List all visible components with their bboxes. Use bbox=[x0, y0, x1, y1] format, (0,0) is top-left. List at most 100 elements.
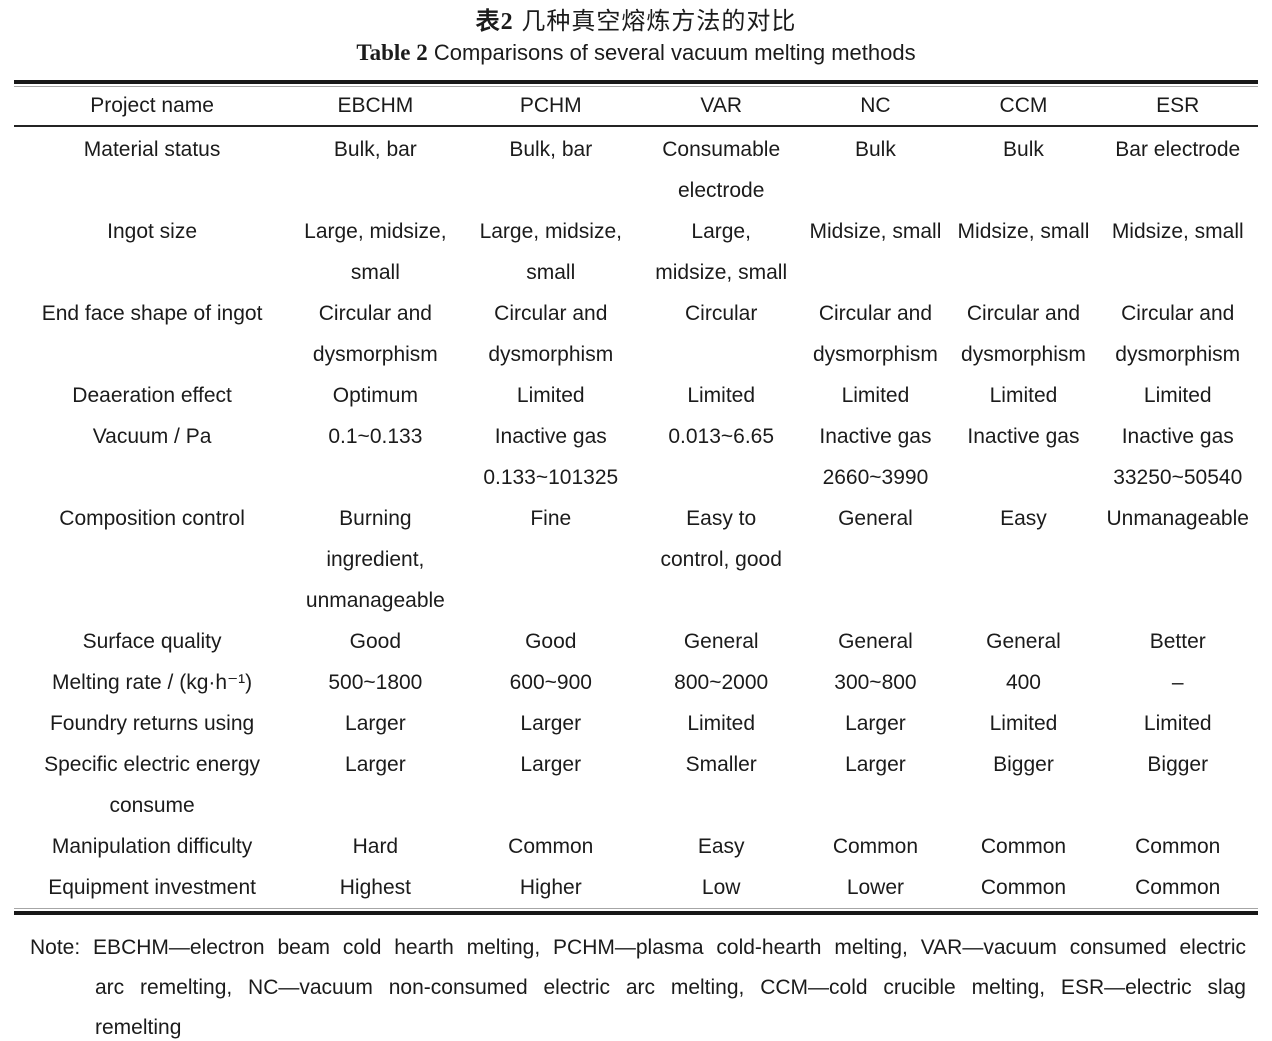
table-cell: Larger bbox=[520, 753, 582, 776]
table-cell: Larger bbox=[845, 712, 906, 735]
table-cell: 0.1~0.133 bbox=[328, 425, 423, 448]
table-cell: 600~900 bbox=[509, 671, 592, 694]
table-cell: Inactive gas 33250~50540 bbox=[1113, 425, 1243, 489]
table-row: End face shape of ingot Circular and dysm… bbox=[14, 293, 1258, 375]
table-body: Material status Bulk, bar Bulk, bar Consuma… bbox=[14, 126, 1258, 908]
table-title-english: Table 2 Comparisons of several vacuum me… bbox=[14, 38, 1258, 67]
table-cell: Inactive gas 2660~3990 bbox=[819, 425, 932, 489]
table-cell: Common bbox=[980, 835, 1067, 858]
table-cell: Higher bbox=[519, 876, 582, 899]
note-line-3: remelting bbox=[95, 1016, 182, 1039]
table-cell: Larger bbox=[520, 712, 582, 735]
vacuum-melting-comparison-table: Project name EBCHM PCHM VAR NC CCM ESR Materia… bbox=[14, 87, 1258, 908]
table-cell: Highest bbox=[339, 876, 411, 899]
table-cell: Limited bbox=[1143, 384, 1212, 407]
row-label: Ingot size bbox=[107, 220, 198, 243]
table-cell: Limited bbox=[687, 712, 756, 735]
table-cell: Limited bbox=[1143, 712, 1212, 735]
table-cell: Hard bbox=[352, 835, 399, 858]
table-cell: Easy to control, good bbox=[660, 507, 782, 571]
table-cell: Midsize, small bbox=[957, 220, 1090, 243]
table-cell: Midsize, small bbox=[809, 220, 942, 243]
table-top-rule bbox=[14, 80, 1258, 87]
table-cell: Limited bbox=[687, 384, 756, 407]
table-row: Deaeration effect Optimum Limited Limited Li… bbox=[14, 375, 1258, 416]
table-cell: Optimum bbox=[332, 384, 418, 407]
table-cell: Common bbox=[1135, 876, 1221, 899]
row-label: Vacuum / Pa bbox=[92, 425, 212, 448]
column-header-nc: NC bbox=[801, 87, 950, 127]
table-row: Manipulation difficulty Hard Common Easy Com… bbox=[14, 826, 1258, 867]
row-label: Melting rate / (kg·h⁻¹) bbox=[52, 671, 253, 694]
column-header-esr: ESR bbox=[1097, 87, 1258, 127]
table-cell: Large, midsize, small bbox=[655, 220, 788, 284]
table-cell: General bbox=[838, 630, 913, 653]
table-cell: Fine bbox=[530, 507, 572, 530]
table-row: Vacuum / Pa 0.1~0.133 Inactive gas 0.133~1… bbox=[14, 416, 1258, 498]
table-header: Project name EBCHM PCHM VAR NC CCM ESR bbox=[14, 87, 1258, 127]
table-cell: Common bbox=[980, 876, 1067, 899]
table-cell: 500~1800 bbox=[328, 671, 423, 694]
table-cell: – bbox=[1171, 671, 1184, 694]
table-cell: Circular and dysmorphism bbox=[1115, 302, 1241, 366]
table-cell: 0.013~6.65 bbox=[668, 425, 775, 448]
row-label: Equipment investment bbox=[48, 876, 256, 899]
table-row: Material status Bulk, bar Bulk, bar Consuma… bbox=[14, 126, 1258, 211]
column-header-project-name: Project name bbox=[14, 87, 291, 127]
table-cell: General bbox=[986, 630, 1061, 653]
table-cell: Easy bbox=[697, 835, 745, 858]
table-cell: Larger bbox=[345, 753, 406, 776]
note-line-1: Note: EBCHM—electron beam cold hearth me… bbox=[30, 936, 1246, 959]
row-label: Composition control bbox=[59, 507, 245, 530]
table-cell: Burning ingredient, unmanageable bbox=[305, 507, 445, 612]
table-cell: Bulk, bar bbox=[333, 138, 417, 161]
table-cell: Bigger bbox=[1147, 753, 1209, 776]
table-cell: Larger bbox=[345, 712, 406, 735]
table-number-en: Table 2 bbox=[356, 40, 428, 65]
table-cell: Circular and dysmorphism bbox=[488, 302, 614, 366]
row-label: Foundry returns using bbox=[49, 712, 255, 735]
table-note: Note: EBCHM—electron beam cold hearth me… bbox=[14, 928, 1258, 1041]
table-cell: Limited bbox=[841, 384, 910, 407]
table-row: Equipment investment Highest Higher Low Lowe… bbox=[14, 867, 1258, 908]
table-cell: Inactive gas bbox=[967, 425, 1080, 448]
table-cell: Circular bbox=[685, 302, 758, 325]
table-cell: Limited bbox=[516, 384, 585, 407]
table-cell: Easy bbox=[1000, 507, 1047, 530]
table-cell: General bbox=[683, 630, 759, 653]
table-title-zh-text: 几种真空熔炼方法的对比 bbox=[513, 8, 797, 35]
table-cell: Common bbox=[832, 835, 919, 858]
table-cell: Common bbox=[1135, 835, 1221, 858]
row-label: Specific electric energy consume bbox=[44, 753, 261, 817]
column-header-var: VAR bbox=[640, 87, 802, 127]
table-header-row: Project name EBCHM PCHM VAR NC CCM ESR bbox=[14, 87, 1258, 127]
table-cell: Bulk, bar bbox=[509, 138, 593, 161]
table-row: Foundry returns using Larger Larger Limited… bbox=[14, 703, 1258, 744]
column-header-ebchm: EBCHM bbox=[290, 87, 461, 127]
table-cell: Larger bbox=[845, 753, 906, 776]
table-cell: 800~2000 bbox=[674, 671, 769, 694]
column-header-ccm: CCM bbox=[949, 87, 1098, 127]
column-header-pchm: PCHM bbox=[460, 87, 641, 127]
table-cell: General bbox=[838, 507, 913, 530]
table-row: Specific electric energy consume Larger La… bbox=[14, 744, 1258, 826]
table-cell: Smaller bbox=[685, 753, 757, 776]
row-label: Material status bbox=[83, 138, 221, 161]
table-cell: Circular and dysmorphism bbox=[312, 302, 438, 366]
table-bottom-rule bbox=[14, 908, 1258, 915]
table-cell: Good bbox=[349, 630, 402, 653]
table-cell: Bulk bbox=[1003, 138, 1044, 161]
table-title-chinese: 表2 几种真空熔炼方法的对比 bbox=[14, 6, 1258, 38]
table-cell: Bar electrode bbox=[1115, 138, 1241, 161]
table-cell: Large, midsize, small bbox=[479, 220, 622, 284]
table-number-zh: 表2 bbox=[475, 9, 514, 35]
table-cell: Consumable electrode bbox=[662, 138, 781, 202]
table-row: Composition control Burning ingredient, u… bbox=[14, 498, 1258, 621]
table-cell: Large, midsize, small bbox=[304, 220, 447, 284]
table-cell: 400 bbox=[1005, 671, 1041, 694]
row-label: End face shape of ingot bbox=[41, 302, 263, 325]
row-label: Manipulation difficulty bbox=[51, 835, 253, 858]
table-cell: Circular and dysmorphism bbox=[961, 302, 1086, 366]
table-row: Surface quality Good Good General General Gen… bbox=[14, 621, 1258, 662]
